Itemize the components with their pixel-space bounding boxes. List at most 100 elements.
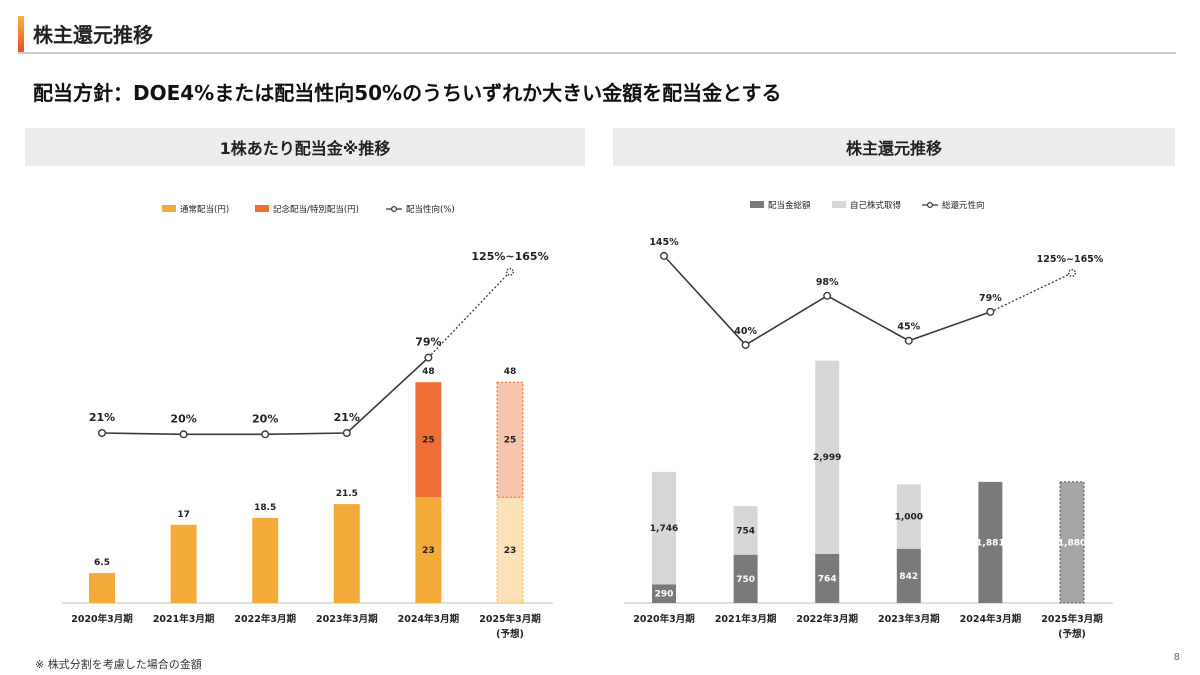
left-payout-label-4: 79% xyxy=(415,336,441,349)
left-bar-regular-3 xyxy=(333,504,360,603)
left-legend-label-0: 通常配当(円) xyxy=(180,204,229,215)
left-bar-total-label-2: 18.5 xyxy=(254,503,276,513)
right-return-point-3 xyxy=(904,336,913,345)
right-bar-dividend-label-4: 1,881 xyxy=(976,538,1004,548)
right-legend-label-0: 配当金総額 xyxy=(768,200,811,211)
right-x-label-5: 2025年3月期 xyxy=(1041,613,1103,625)
left-x-label-4: 2024年3月期 xyxy=(398,613,460,625)
right-legend-swatch-0 xyxy=(750,201,764,208)
right-bar-buyback-label-0: 1,746 xyxy=(650,524,678,534)
left-bar-total-label-5: 48 xyxy=(504,367,517,377)
right-bar-dividend-4 xyxy=(978,481,1003,603)
title-divider xyxy=(18,52,1176,54)
left-x-label-5: (予想) xyxy=(496,628,524,640)
right-legend-label-2: 総還元性向 xyxy=(942,200,985,211)
right-chart-title: 株主還元推移 xyxy=(613,128,1175,166)
right-x-label-0: 2020年3月期 xyxy=(633,613,695,625)
right-return-point-2 xyxy=(823,291,832,300)
right-bar-dividend-label-2: 764 xyxy=(818,574,837,584)
right-bar-dividend-2 xyxy=(815,553,840,603)
right-bar-buyback-0 xyxy=(652,471,676,585)
left-payout-point-5 xyxy=(506,267,515,276)
right-x-label-2: 2022年3月期 xyxy=(796,613,858,625)
right-return-label-3: 45% xyxy=(897,322,920,333)
right-return-point-4 xyxy=(986,307,995,316)
right-return-point-5 xyxy=(1067,269,1076,278)
right-bar-dividend-label-3: 842 xyxy=(899,572,918,582)
left-bar-special-label-4: 25 xyxy=(422,436,435,446)
right-x-label-3: 2023年3月期 xyxy=(878,613,940,625)
left-legend-label-2: 配当性向(%) xyxy=(406,204,455,215)
left-bar-regular-1 xyxy=(170,524,197,603)
right-bar-dividend-0 xyxy=(652,584,676,603)
left-bar-regular-label-5: 23 xyxy=(504,546,517,556)
left-legend-swatch-0 xyxy=(162,205,176,212)
left-payout-point-0 xyxy=(97,429,106,438)
right-return-label-1: 40% xyxy=(734,326,757,337)
left-x-label-1: 2021年3月期 xyxy=(153,613,215,625)
right-bar-dividend-3 xyxy=(896,548,921,603)
right-return-label-4: 79% xyxy=(979,293,1002,304)
title-accent-bar xyxy=(18,16,24,54)
left-payout-label-5: 125%~165% xyxy=(471,250,548,263)
right-legend-marker-dot-2 xyxy=(926,202,933,209)
right-bar-dividend-label-0: 290 xyxy=(655,590,674,600)
right-return-label-0: 145% xyxy=(649,237,679,248)
left-bar-special-4 xyxy=(415,382,442,498)
title-bar: 株主還元推移 xyxy=(0,0,1200,56)
left-bar-special-label-5: 25 xyxy=(504,436,517,446)
left-bar-regular-0 xyxy=(89,573,115,603)
right-return-label-2: 98% xyxy=(816,277,839,288)
left-payout-label-2: 20% xyxy=(252,412,278,425)
left-payout-label-3: 21% xyxy=(334,411,360,424)
right-bar-buyback-label-1: 754 xyxy=(736,526,755,536)
right-x-label-5: (予想) xyxy=(1058,628,1086,640)
right-x-label-1: 2021年3月期 xyxy=(715,613,777,625)
right-return-line-forecast xyxy=(990,272,1073,313)
left-bar-regular-5 xyxy=(496,496,524,604)
dividend-policy: 配当方針：DOE4%または配当性向50%のうちいずれか大きい金額を配当金とする xyxy=(33,81,782,105)
right-bar-dividend-label-5: 1,880 xyxy=(1058,538,1086,548)
left-payout-point-4 xyxy=(424,353,433,362)
footnote: ※ 株式分割を考慮した場合の金額 xyxy=(35,658,202,671)
left-bar-regular-label-4: 23 xyxy=(422,546,435,556)
right-bar-buyback-label-2: 2,999 xyxy=(813,453,841,463)
left-x-label-2: 2022年3月期 xyxy=(234,613,296,625)
left-legend-label-1: 記念配当/特別配当(円) xyxy=(273,204,359,215)
right-bar-buyback-3 xyxy=(896,484,921,549)
left-x-label-5: 2025年3月期 xyxy=(479,613,541,625)
left-bar-regular-4 xyxy=(415,497,442,603)
left-payout-label-0: 21% xyxy=(89,411,115,424)
left-x-label-3: 2023年3月期 xyxy=(316,613,378,625)
right-return-point-0 xyxy=(660,251,669,260)
page-title: 株主還元推移 xyxy=(33,23,153,47)
left-payout-label-1: 20% xyxy=(170,412,196,425)
right-return-label-5: 125%~165% xyxy=(1037,254,1104,265)
left-x-label-0: 2020年3月期 xyxy=(71,613,133,625)
left-chart-title: 1株あたり配当金※推移 xyxy=(25,128,585,166)
left-payout-point-2 xyxy=(261,430,270,439)
left-bar-total-label-3: 21.5 xyxy=(336,489,358,499)
right-bar-buyback-1 xyxy=(733,506,758,555)
left-payout-point-3 xyxy=(342,429,351,438)
right-bar-buyback-label-3: 1,000 xyxy=(895,513,923,523)
left-legend-swatch-1 xyxy=(255,205,269,212)
left-bar-total-label-0: 6.5 xyxy=(94,558,110,568)
left-bar-special-5 xyxy=(496,381,524,498)
right-return-line xyxy=(663,255,991,346)
right-bar-dividend-5 xyxy=(1059,481,1085,604)
right-bar-dividend-1 xyxy=(733,554,758,603)
right-legend-label-1: 自己株式取得 xyxy=(850,200,902,211)
right-legend-swatch-1 xyxy=(832,201,846,208)
right-bar-buyback-2 xyxy=(815,360,840,554)
page-number: 8 xyxy=(1173,652,1180,663)
left-bar-regular-2 xyxy=(252,517,279,603)
right-return-point-1 xyxy=(741,340,750,349)
left-legend-marker-dot-2 xyxy=(391,206,398,213)
left-bar-total-label-4: 48 xyxy=(422,367,435,377)
right-x-label-4: 2024年3月期 xyxy=(960,613,1022,625)
left-bar-total-label-1: 17 xyxy=(177,510,190,520)
right-bar-dividend-label-1: 750 xyxy=(736,575,755,585)
left-payout-point-1 xyxy=(179,430,188,439)
